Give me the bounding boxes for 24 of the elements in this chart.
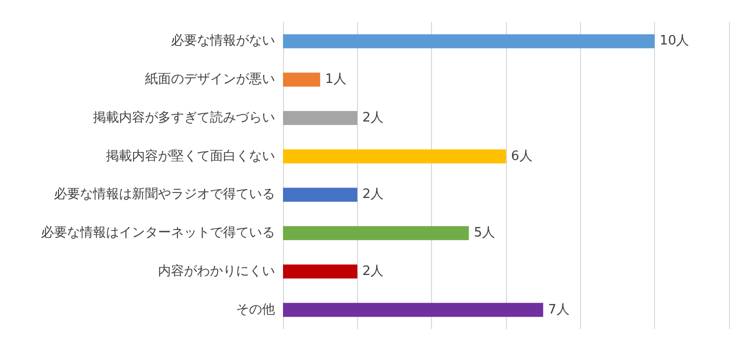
data-label: 7人 — [548, 302, 570, 318]
bar — [283, 34, 655, 48]
y-tick-label: その他 — [236, 302, 275, 318]
bar — [283, 149, 506, 164]
y-tick-label: 必要な情報は新聞やラジオで得ている — [54, 187, 275, 202]
data-label: 1人 — [325, 72, 346, 88]
y-tick-label: 必要な情報がない — [171, 34, 275, 49]
y-tick-label: 掲載内容が堅くて面白くない — [106, 148, 275, 164]
bar — [283, 302, 544, 317]
data-label: 2人 — [362, 264, 384, 279]
y-tick-label: 必要な情報はインターネットで得ている — [41, 226, 275, 241]
data-label: 6人 — [511, 148, 532, 164]
bar — [283, 264, 358, 278]
bar — [283, 110, 358, 125]
data-label: 2人 — [362, 110, 384, 126]
data-label: 5人 — [474, 226, 496, 241]
y-tick-label: 内容がわかりにくい — [158, 262, 275, 279]
bar — [283, 188, 358, 202]
bar — [283, 226, 469, 240]
y-tick-label: 紙面のデザインが悪い — [145, 72, 275, 88]
data-label: 10人 — [660, 34, 690, 49]
bar — [283, 72, 320, 87]
y-tick-label: 掲載内容が多すぎて読みづらい — [93, 109, 275, 126]
data-label: 2人 — [362, 187, 384, 202]
